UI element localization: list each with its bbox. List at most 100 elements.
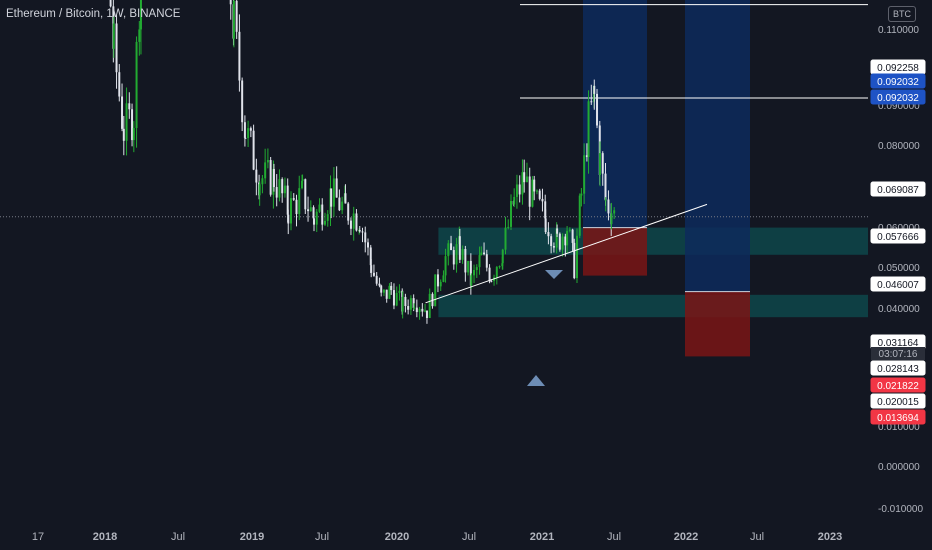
bottom-marker-icon[interactable]	[527, 375, 545, 386]
stop-box[interactable]	[685, 291, 750, 357]
candle-body	[547, 232, 550, 237]
price-tick-label: 0.090000	[878, 101, 920, 112]
price-label: 0.031164	[878, 338, 919, 349]
candle-body	[264, 162, 267, 179]
price-tick-label: 0.040000	[878, 304, 920, 315]
candle-body	[518, 184, 521, 195]
candle-body	[604, 173, 607, 201]
candle-body	[447, 243, 450, 257]
time-axis[interactable]: 17 2018 Jul 2019 Jul 2020 Jul 2021 Jul 2022 Jul 202…	[32, 531, 842, 543]
candle-body	[290, 198, 292, 224]
candle-body	[401, 296, 404, 312]
price-axis[interactable]: 0.1100000.0900000.0800000.0600000.050000…	[868, 0, 932, 520]
price-tick-label: 0.080000	[878, 141, 920, 152]
candle-body	[370, 265, 373, 273]
candle-body	[278, 179, 281, 198]
candle-body	[312, 218, 315, 225]
candle-body	[295, 199, 298, 215]
candle-body	[235, 0, 238, 32]
candle-body	[513, 196, 516, 205]
candle-body	[326, 214, 329, 221]
candle-body	[335, 178, 338, 198]
candle-body	[485, 254, 488, 268]
trade-boxes[interactable]	[583, 0, 750, 357]
candle-body	[323, 220, 326, 225]
candle-body	[407, 306, 410, 310]
price-tick-label: 0.050000	[878, 263, 920, 274]
candle-body	[283, 185, 286, 194]
candle-body	[444, 256, 447, 276]
time-tick-label: 2019	[240, 531, 264, 543]
chart-title: Ethereum / Bitcoin, 1W, BINANCE	[6, 8, 181, 20]
stop-box[interactable]	[583, 227, 647, 276]
candle-body	[573, 242, 576, 279]
candle-body	[578, 195, 581, 236]
currency-badge[interactable]: BTC	[888, 6, 916, 22]
price-tick-label: 0.000000	[878, 462, 920, 473]
candle-body	[364, 232, 367, 243]
candle-body	[398, 290, 401, 293]
candle-body	[409, 298, 412, 310]
candle-body	[610, 213, 613, 225]
candle-body	[125, 103, 128, 141]
candle-body	[498, 266, 501, 268]
candle-body	[478, 255, 481, 268]
target-box[interactable]	[685, 0, 750, 292]
candle-body	[555, 228, 558, 248]
time-tick-label: 2021	[530, 531, 554, 543]
candle-body	[604, 199, 607, 201]
candle-body	[521, 172, 524, 195]
price-label: 0.020015	[877, 397, 919, 408]
candle-body	[590, 101, 593, 103]
candle-body	[598, 153, 601, 175]
trendline[interactable]	[425, 203, 708, 304]
candle-body	[352, 213, 355, 229]
candle-body	[344, 193, 347, 204]
candle-body	[428, 293, 431, 318]
candle-body	[576, 235, 578, 279]
candle-body	[118, 72, 121, 97]
top-marker-icon[interactable]	[545, 270, 563, 279]
candle-body	[238, 31, 241, 81]
candle-body	[229, 0, 232, 5]
candle-body	[480, 252, 483, 256]
candle-body	[613, 210, 616, 214]
candle-body	[367, 242, 369, 248]
candle-body	[385, 289, 388, 299]
drawings[interactable]	[425, 203, 708, 386]
candle-body	[561, 236, 564, 250]
candle-body	[507, 226, 510, 228]
candle-body	[266, 160, 269, 163]
candle-body	[585, 155, 588, 158]
price-label: 0.092032	[877, 77, 919, 88]
price-label-box	[870, 393, 926, 409]
target-box[interactable]	[583, 0, 647, 228]
candle-body	[483, 252, 486, 255]
price-label-box	[870, 228, 926, 244]
candle-body	[404, 296, 407, 307]
candle-body	[128, 103, 131, 110]
time-tick-label: Jul	[462, 531, 476, 543]
candle-body	[269, 160, 272, 195]
candle-body	[510, 201, 512, 227]
candle-body	[544, 218, 547, 233]
candle-body	[425, 310, 428, 318]
candle-body	[341, 201, 344, 211]
candle-body	[241, 80, 244, 123]
candle-body	[375, 275, 378, 284]
candle-body	[382, 289, 385, 293]
candle-body	[566, 230, 569, 246]
candle-body	[252, 130, 255, 170]
time-tick-label: Jul	[315, 531, 329, 543]
time-tick-label: 17	[32, 531, 44, 543]
countdown-box	[871, 347, 925, 360]
candle-body	[583, 155, 586, 194]
support-zones	[438, 227, 868, 318]
candle-body	[244, 137, 247, 139]
candle-body	[121, 96, 124, 129]
candle-body	[535, 190, 538, 192]
candle-body	[525, 176, 528, 183]
candle-body	[369, 247, 372, 266]
candle-body	[380, 285, 383, 293]
